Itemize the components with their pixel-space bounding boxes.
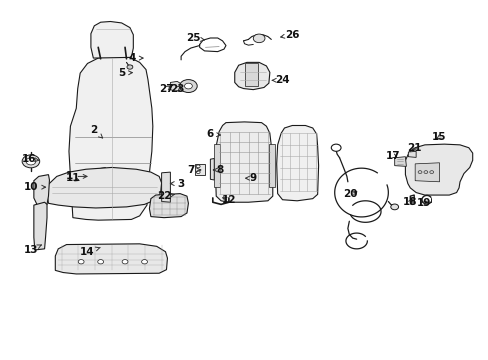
Text: 17: 17 [385, 150, 400, 161]
Text: 6: 6 [206, 129, 220, 139]
Polygon shape [276, 126, 318, 201]
Circle shape [196, 171, 200, 174]
Text: 8: 8 [213, 165, 224, 175]
Text: 15: 15 [431, 132, 446, 142]
Text: 2: 2 [89, 125, 102, 138]
Text: 12: 12 [221, 195, 236, 206]
Text: 16: 16 [21, 154, 39, 164]
Polygon shape [268, 144, 274, 187]
Polygon shape [149, 194, 188, 218]
Circle shape [409, 202, 413, 205]
Circle shape [78, 260, 84, 264]
Polygon shape [34, 175, 49, 205]
Polygon shape [69, 55, 153, 220]
Polygon shape [407, 151, 415, 157]
Polygon shape [414, 163, 439, 182]
Polygon shape [210, 158, 214, 180]
Text: 14: 14 [80, 247, 100, 257]
Polygon shape [34, 202, 47, 250]
Circle shape [417, 171, 421, 174]
Text: 24: 24 [272, 75, 289, 85]
Text: 22: 22 [157, 191, 174, 201]
Polygon shape [405, 144, 472, 195]
Polygon shape [215, 122, 272, 202]
Circle shape [429, 171, 433, 174]
Circle shape [22, 155, 40, 168]
Text: 27: 27 [159, 84, 173, 94]
Polygon shape [170, 81, 180, 91]
Circle shape [179, 80, 197, 93]
Circle shape [26, 158, 36, 165]
Polygon shape [394, 157, 406, 166]
Text: 9: 9 [245, 173, 256, 183]
Circle shape [122, 260, 128, 264]
Circle shape [330, 144, 340, 151]
Polygon shape [161, 172, 170, 202]
Text: 3: 3 [170, 179, 184, 189]
Polygon shape [194, 164, 205, 175]
Text: 25: 25 [185, 33, 204, 43]
Text: 1: 1 [65, 171, 87, 181]
Polygon shape [96, 167, 105, 183]
Text: 7: 7 [187, 165, 200, 175]
Text: 21: 21 [406, 143, 421, 153]
Polygon shape [91, 22, 133, 58]
Circle shape [390, 204, 398, 210]
Text: 20: 20 [343, 189, 357, 199]
Circle shape [127, 65, 133, 69]
Circle shape [253, 34, 264, 42]
Polygon shape [214, 144, 220, 187]
Text: 5: 5 [118, 68, 132, 78]
Polygon shape [55, 244, 167, 274]
Text: 19: 19 [416, 198, 430, 208]
Circle shape [423, 171, 427, 174]
Circle shape [184, 83, 192, 89]
Text: 18: 18 [402, 197, 417, 207]
Polygon shape [245, 63, 258, 86]
Circle shape [142, 260, 147, 264]
Text: 4: 4 [128, 53, 143, 63]
Text: 13: 13 [23, 245, 41, 255]
Text: 11: 11 [65, 173, 80, 183]
Text: 23: 23 [170, 84, 184, 94]
Circle shape [98, 260, 103, 264]
Polygon shape [47, 167, 161, 208]
Text: 26: 26 [280, 30, 299, 40]
Text: 10: 10 [23, 182, 45, 192]
Polygon shape [234, 62, 269, 90]
Circle shape [196, 165, 200, 168]
